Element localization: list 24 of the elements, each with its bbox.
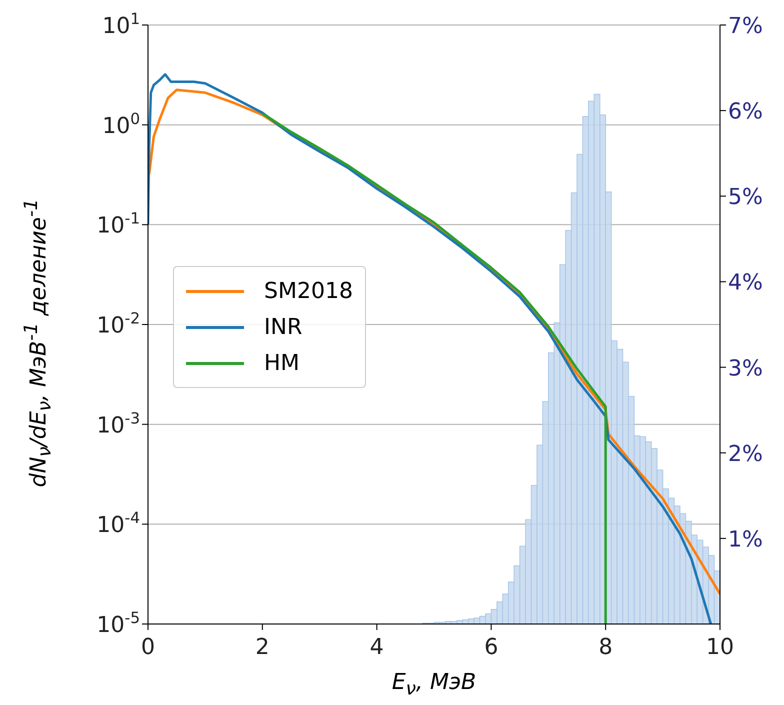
y-tick-label: 10$^{-4}$ bbox=[96, 509, 140, 538]
y2-tick-label: 1% bbox=[728, 527, 763, 552]
x-tick-label: 4 bbox=[370, 635, 384, 660]
legend-label: SM2018 bbox=[264, 278, 353, 304]
y-tick-label: 10$^{0}$ bbox=[102, 110, 140, 139]
x-tick-label: 8 bbox=[598, 635, 613, 660]
y-tick-label: 10$^{-1}$ bbox=[96, 210, 140, 239]
y-tick-label: 10$^{-3}$ bbox=[96, 409, 140, 438]
x-tick-label: 2 bbox=[255, 635, 270, 660]
y2-tick-label: 4% bbox=[728, 270, 763, 296]
y2-tick-label: 3% bbox=[728, 356, 763, 382]
x-tick-label: 0 bbox=[141, 635, 155, 660]
x-tick-label: 10 bbox=[706, 635, 734, 660]
y2-tick-label: 2% bbox=[728, 442, 763, 467]
legend-label: HM bbox=[264, 350, 300, 376]
y2-tick-label: 7% bbox=[728, 14, 763, 39]
y2-tick-label: 6% bbox=[728, 100, 763, 125]
legend-label: INR bbox=[264, 314, 302, 340]
x-tick-label: 6 bbox=[484, 635, 498, 660]
y-tick-label: 10$^{-5}$ bbox=[96, 609, 140, 638]
y2-tick-label: 5% bbox=[728, 185, 763, 210]
y-tick-label: 10$^{-2}$ bbox=[96, 310, 140, 338]
y-tick-label: 10$^{1}$ bbox=[102, 10, 140, 39]
x-axis-title: E$_{ν}$, МэВ bbox=[390, 670, 478, 700]
